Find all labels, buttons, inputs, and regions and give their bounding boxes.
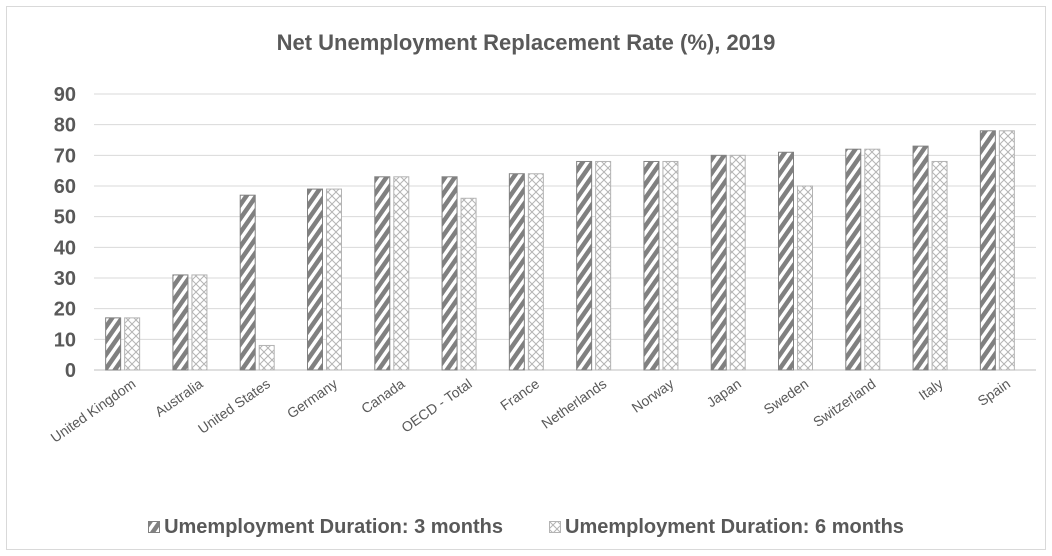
y-tick-label: 90 [54, 84, 76, 106]
legend-item-3-months: Umemployment Duration: 3 months [148, 516, 503, 539]
bar-3-months [912, 145, 929, 371]
bar-6-months [326, 188, 342, 371]
legend-label-3-months: Umemployment Duration: 3 months [164, 515, 503, 538]
x-tick-label: Canada [358, 375, 408, 416]
bar-3-months [979, 130, 996, 371]
bar-6-months [124, 317, 141, 371]
bar-3-months [643, 160, 660, 371]
x-tick-label: United Kingdom [48, 375, 139, 445]
x-tick-label: France [497, 375, 542, 413]
bar-3-months [441, 176, 458, 371]
bar-6-months [191, 274, 208, 371]
y-tick-label: 40 [54, 237, 76, 259]
chart-title: Net Unemployment Replacement Rate (%), 2… [276, 30, 776, 55]
bar-3-months [576, 160, 593, 371]
x-tick-label: United States [195, 375, 273, 436]
bar-6-months [797, 185, 813, 371]
legend-swatch-3-months [148, 521, 161, 533]
y-tick-label: 10 [54, 329, 76, 351]
bar-6-months [931, 160, 948, 371]
bar-6-months [393, 176, 410, 371]
bar-3-months [374, 176, 391, 371]
y-tick-label: 0 [65, 360, 76, 382]
bar-6-months [527, 173, 544, 371]
bar-3-months [307, 188, 323, 371]
bar-3-months [172, 274, 189, 371]
x-tick-label: Switzerland [810, 375, 878, 430]
y-tick-label: 60 [54, 176, 76, 198]
bar-6-months [998, 130, 1015, 371]
x-tick-label: Italy [916, 375, 946, 403]
x-tick-label: Norway [629, 375, 677, 415]
bar-3-months [239, 194, 256, 371]
x-tick-label: Australia [152, 375, 206, 419]
y-tick-label: 50 [54, 207, 76, 229]
bar-3-months [508, 173, 525, 371]
x-tick-label: Sweden [761, 375, 812, 417]
legend-swatch-6-months [549, 521, 561, 533]
y-tick-label: 70 [54, 145, 76, 167]
y-tick-label: 20 [54, 299, 76, 321]
chart-legend: Umemployment Duration: 3 months Umemploy… [0, 512, 1052, 542]
bar-3-months [778, 151, 794, 371]
x-tick-label: Netherlands [538, 375, 609, 431]
bar-3-months [710, 154, 727, 371]
bar-6-months [729, 154, 746, 371]
bar-6-months [258, 344, 275, 371]
bar-6-months [662, 160, 679, 371]
y-tick-label: 80 [54, 115, 76, 137]
bar-3-months [105, 317, 122, 371]
x-tick-label: Spain [975, 375, 1014, 409]
bar-6-months [460, 197, 477, 371]
x-tick-label: Japan [704, 375, 744, 410]
x-tick-label: OECD - Total [398, 375, 475, 435]
bar-6-months [595, 160, 612, 371]
bar-3-months [845, 148, 862, 371]
legend-label-6-months: Umemployment Duration: 6 months [565, 515, 904, 538]
y-tick-label: 30 [54, 268, 76, 290]
x-tick-label: Germany [284, 375, 340, 421]
legend-item-6-months: Umemployment Duration: 6 months [549, 516, 904, 539]
bar-6-months [864, 148, 881, 371]
